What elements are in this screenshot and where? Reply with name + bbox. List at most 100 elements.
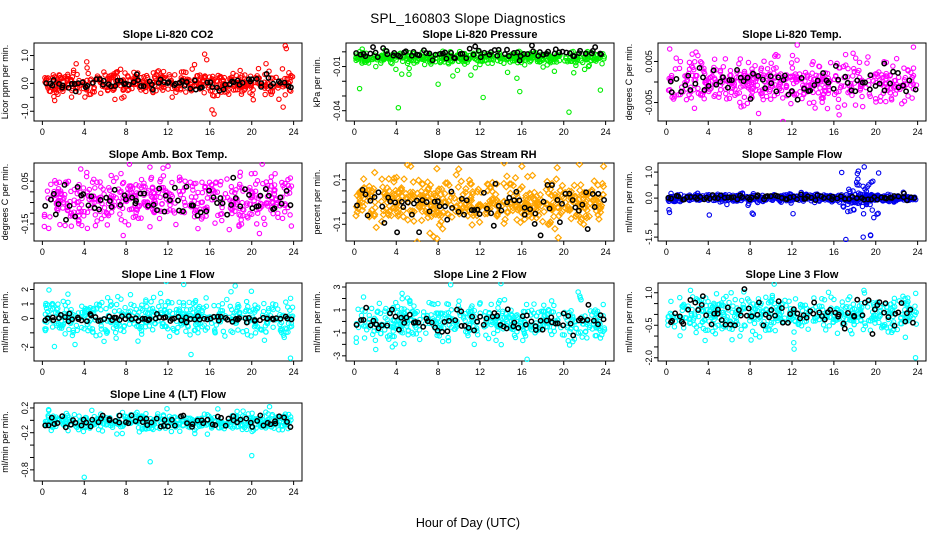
x-tick-label: 20 (247, 127, 257, 137)
points-layer (665, 42, 920, 122)
x-tick-label: 0 (664, 367, 669, 377)
scatter-panel: Slope Line 2 Flow 0 4 8 12 16 20 24 3 1 -1 -3 ml/min… (312, 268, 624, 388)
x-tick-label: 8 (436, 367, 441, 377)
y-tick-label: -3 (332, 352, 342, 360)
x-tick-label: 24 (601, 127, 611, 137)
scatter-panel-svg: Slope Gas Stream RH 0 4 8 12 16 20 24 0.1 -0.1 per… (312, 149, 615, 257)
x-tick-label: 12 (787, 367, 797, 377)
y-axis-label: ml/min per min. (624, 171, 634, 233)
x-tick-label: 20 (247, 487, 257, 497)
y-tick-label: -0.8 (20, 462, 30, 478)
x-tick-label: 8 (124, 247, 129, 257)
y-tick-label: -1 (332, 329, 342, 337)
x-tick-label: 8 (748, 247, 753, 257)
scatter-panel-svg: Slope Li-820 Pressure 0 4 8 12 16 20 24 -0.01 -0.… (312, 29, 615, 137)
x-tick-label: 12 (163, 127, 173, 137)
points-layer (353, 42, 608, 115)
x-tick-label: 16 (205, 127, 215, 137)
scatter-panel-svg: Slope Sample Flow 0 4 8 12 16 20 24 1.0 0.0 -1.5 ml… (624, 149, 927, 257)
x-tick-label: 0 (40, 367, 45, 377)
x-tick-label: 0 (40, 247, 45, 257)
y-tick-label: 0 (20, 316, 30, 321)
points-layer (353, 282, 608, 362)
x-tick-label: 4 (82, 127, 87, 137)
y-tick-label: -1.5 (644, 229, 654, 245)
y-tick-label: 1.0 (644, 166, 654, 179)
y-tick-label: 0.0 (644, 192, 654, 205)
figure-title: SPL_160803 Slope Diagnostics (370, 11, 566, 26)
x-tick-label: 20 (559, 367, 569, 377)
x-tick-label: 16 (829, 367, 839, 377)
x-tick-label: 12 (163, 367, 173, 377)
y-tick-label: -0.5 (644, 317, 654, 333)
y-tick-label: -0.1 (332, 217, 342, 233)
points-layer (352, 162, 608, 242)
panel-title: Slope Li-820 Temp. (742, 29, 841, 41)
x-tick-label: 4 (82, 487, 87, 497)
y-tick-label: -1.0 (20, 103, 30, 119)
x-tick-label: 12 (163, 247, 173, 257)
y-tick-label: 2 (20, 287, 30, 292)
x-tick-label: 4 (394, 127, 399, 137)
scatter-panel: Slope Gas Stream RH 0 4 8 12 16 20 24 0.1 -0.1 per… (312, 148, 624, 268)
points-layer (42, 43, 296, 117)
scatter-panel: Slope Line 1 Flow 0 4 8 12 16 20 24 2 1 0 -2 ml/min … (0, 268, 312, 388)
x-tick-label: 12 (787, 247, 797, 257)
y-tick-label: 3 (332, 285, 342, 290)
panel-title: Slope Line 2 Flow (434, 269, 527, 281)
panel-title: Slope Line 4 (LT) Flow (110, 389, 226, 401)
y-axis-label: percent per min. (312, 169, 322, 234)
y-tick-label: -0.15 (20, 214, 30, 235)
scatter-panel-svg: Slope Li-820 CO2 0 4 8 12 16 20 24 1.0 0.0 -1.0 Lic… (0, 29, 303, 137)
x-tick-label: 8 (436, 247, 441, 257)
x-tick-label: 24 (601, 247, 611, 257)
panel-grid: Slope Li-820 CO2 0 4 8 12 16 20 24 1.0 0.0 -1.0 Lic… (0, 28, 936, 508)
panel-title: Slope Gas Stream RH (423, 149, 536, 161)
y-tick-label: 0.2 (20, 402, 30, 415)
y-axis-label: ml/min per min. (312, 291, 322, 353)
x-tick-label: 0 (352, 127, 357, 137)
panel-title: Slope Line 3 Flow (746, 269, 839, 281)
y-axis-label: degrees C per min. (624, 44, 634, 121)
x-tick-label: 20 (871, 247, 881, 257)
y-axis-label: ml/min per min. (0, 291, 10, 353)
x-tick-label: 8 (124, 487, 129, 497)
points-layer (42, 282, 296, 361)
x-tick-label: 20 (871, 127, 881, 137)
panel-title: Slope Sample Flow (742, 149, 843, 161)
y-axis-label: ml/min per min. (624, 291, 634, 353)
x-tick-label: 4 (706, 127, 711, 137)
x-tick-label: 16 (205, 367, 215, 377)
x-tick-label: 24 (913, 247, 923, 257)
x-tick-label: 24 (289, 247, 299, 257)
x-tick-label: 8 (748, 127, 753, 137)
y-tick-label: -0.04 (332, 100, 342, 121)
y-tick-label: -0.2 (20, 425, 30, 441)
x-tick-label: 20 (247, 247, 257, 257)
x-tick-label: 24 (289, 367, 299, 377)
x-tick-label: 8 (124, 127, 129, 137)
scatter-panel: Slope Li-820 Temp. 0 4 8 12 16 20 24 0.005 -0.005… (624, 28, 936, 148)
x-tick-label: 4 (706, 367, 711, 377)
y-tick-label: 0.1 (332, 173, 342, 186)
points-layer (41, 162, 295, 239)
scatter-panel: Slope Li-820 Pressure 0 4 8 12 16 20 24 -0.01 -0.… (312, 28, 624, 148)
x-tick-label: 4 (82, 247, 87, 257)
x-tick-label: 4 (394, 247, 399, 257)
y-tick-label: 0.05 (20, 172, 30, 190)
x-tick-label: 24 (913, 127, 923, 137)
scatter-panel: Slope Amb. Box Temp. 0 4 8 12 16 20 24 0.05 -0.15… (0, 148, 312, 268)
x-tick-label: 20 (871, 367, 881, 377)
points-layer (665, 164, 919, 242)
x-tick-label: 0 (352, 367, 357, 377)
scatter-panel-svg: Slope Line 2 Flow 0 4 8 12 16 20 24 3 1 -1 -3 ml/min… (312, 269, 615, 377)
x-tick-label: 4 (82, 367, 87, 377)
x-tick-label: 8 (436, 127, 441, 137)
y-tick-label: 1 (332, 307, 342, 312)
scatter-panel: Slope Line 3 Flow 0 4 8 12 16 20 24 1.0 -0.5 -2.0 m… (624, 268, 936, 388)
x-tick-label: 16 (205, 247, 215, 257)
x-tick-label: 16 (829, 127, 839, 137)
x-tick-label: 20 (559, 127, 569, 137)
y-tick-label: -0.01 (332, 56, 342, 77)
x-tick-label: 16 (205, 487, 215, 497)
